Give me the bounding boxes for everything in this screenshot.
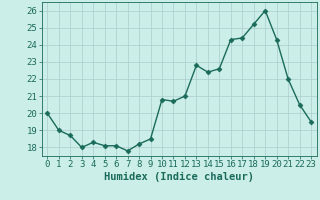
X-axis label: Humidex (Indice chaleur): Humidex (Indice chaleur) [104,172,254,182]
